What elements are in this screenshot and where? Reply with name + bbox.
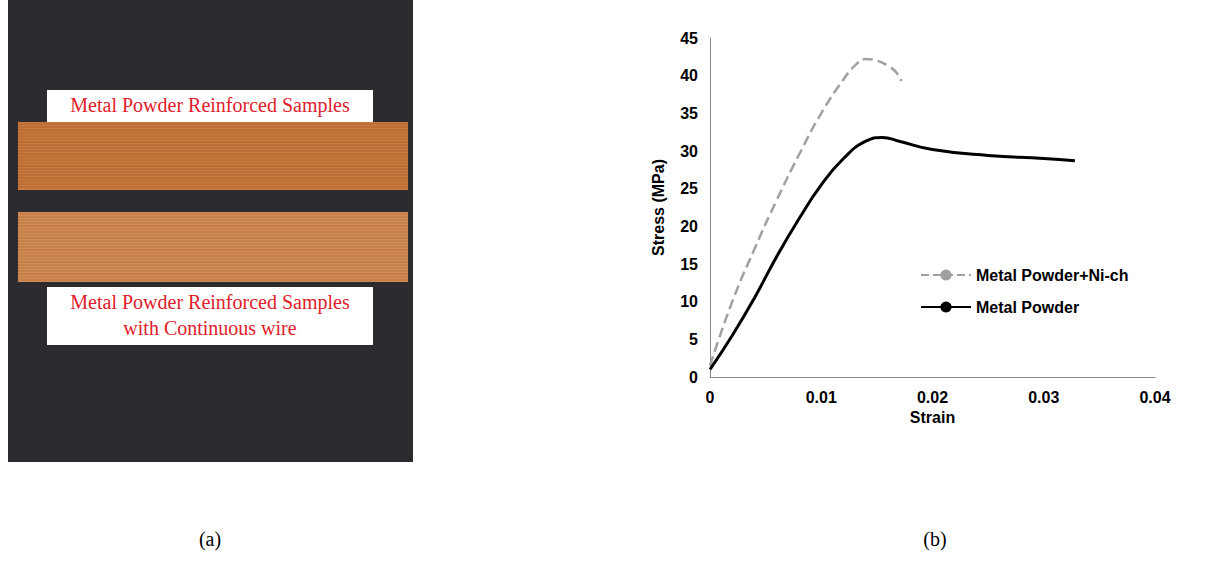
svg-text:Metal Powder Reinforced Sample: Metal Powder Reinforced Samples: [70, 94, 350, 117]
html-text:(a): (a): [198, 528, 222, 550]
svg-text:25: 25: [680, 180, 698, 197]
svg-text:5: 5: [689, 331, 698, 348]
svg-text:40: 40: [680, 67, 698, 84]
svg-text:10: 10: [680, 293, 698, 310]
svg-text:Metal Powder: Metal Powder: [976, 299, 1079, 316]
svg-text:0.02: 0.02: [917, 389, 948, 406]
svg-text:with Continuous wire: with Continuous wire: [123, 317, 296, 339]
svg-text:35: 35: [680, 105, 698, 122]
svg-text:20: 20: [680, 218, 698, 235]
svg-text:0: 0: [689, 369, 698, 386]
svg-text:Stress (MPa): Stress (MPa): [650, 159, 667, 256]
svg-text:Strain: Strain: [910, 409, 955, 426]
svg-text:0.04: 0.04: [1139, 389, 1170, 406]
svg-text:Metal Powder Reinforced Sample: Metal Powder Reinforced Samples: [70, 291, 350, 314]
svg-text:45: 45: [680, 30, 698, 47]
svg-text:0.01: 0.01: [806, 389, 837, 406]
svg-text:15: 15: [680, 256, 698, 273]
svg-text:0: 0: [706, 389, 715, 406]
svg-text:0.03: 0.03: [1028, 389, 1059, 406]
svg-text:30: 30: [680, 143, 698, 160]
html-text:(b): (b): [923, 528, 947, 550]
svg-text:Metal Powder+Ni-ch: Metal Powder+Ni-ch: [976, 267, 1128, 284]
